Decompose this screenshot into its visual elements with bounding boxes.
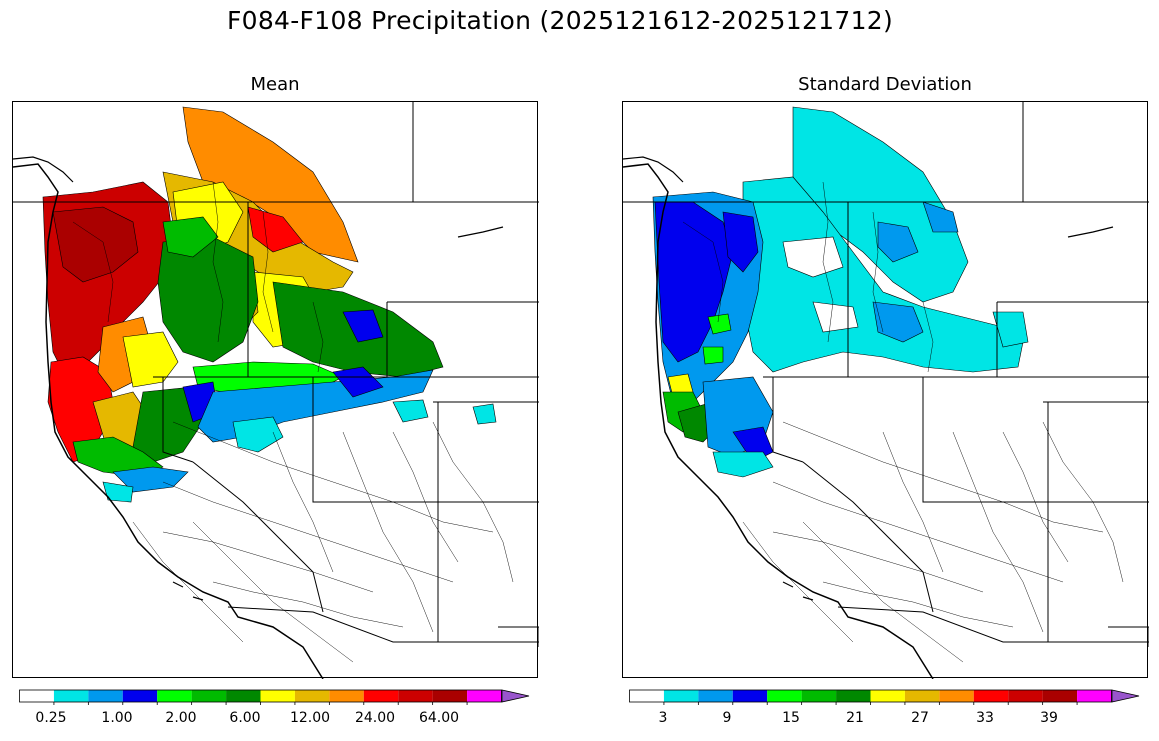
colorbar-cell — [1077, 690, 1112, 702]
colorbar-cell — [870, 690, 905, 702]
mean-colorbar-labels: 0.25 1.00 2.00 6.00 12.00 24.00 64.00 — [19, 710, 531, 730]
colorbar-cell — [836, 690, 871, 702]
mean-tick-label: 64.00 — [418, 710, 460, 726]
std-colorbar — [629, 689, 1140, 705]
mean-borders — [13, 102, 539, 647]
std-tick-label: 27 — [911, 710, 929, 726]
colorbar-cell — [329, 690, 364, 702]
std-map-svg — [623, 102, 1149, 679]
std-tick-label: 3 — [658, 710, 668, 726]
colorbar-cell — [398, 690, 433, 702]
colorbar-cell — [260, 690, 295, 702]
colorbar-cell — [294, 690, 330, 702]
mean-tick-label: 0.25 — [35, 710, 67, 726]
mean-map-svg — [13, 102, 539, 679]
std-island-lines — [623, 156, 1114, 601]
colorbar-cell — [1008, 690, 1043, 702]
std-colorbar-extend — [1111, 689, 1140, 703]
colorbar-cell — [801, 690, 837, 702]
colorbar-cell — [19, 690, 54, 702]
mean-coastline — [13, 163, 324, 679]
colorbar-cell — [53, 690, 89, 702]
std-coastline — [623, 163, 934, 679]
colorbar-cell — [732, 690, 768, 702]
colorbar-cell — [363, 690, 399, 702]
colorbar-cell — [88, 690, 123, 702]
std-basin-lines — [682, 181, 1124, 663]
std-colorbar-labels: 3 9 15 21 27 33 39 — [629, 710, 1141, 730]
std-tick-label: 21 — [846, 710, 864, 726]
mean-tick-label: 1.00 — [101, 710, 133, 726]
figure-title: F084-F108 Precipitation (2025121612-2025… — [226, 6, 894, 35]
mean-tick-label: 24.00 — [354, 710, 396, 726]
colorbar-cell — [122, 690, 158, 702]
std-panel-title: Standard Deviation — [798, 74, 972, 95]
mean-tick-label: 12.00 — [289, 710, 331, 726]
mean-colorbar-cells — [19, 690, 502, 705]
std-tick-label: 15 — [782, 710, 800, 726]
colorbar-cell — [698, 690, 733, 702]
std-borders — [623, 102, 1149, 647]
colorbar-cell — [191, 690, 227, 702]
mean-panel-title: Mean — [250, 74, 300, 95]
std-colorbar-cells — [629, 690, 1112, 705]
colorbar-cell — [157, 690, 192, 702]
std-basin-fills — [652, 106, 1029, 478]
colorbar-cell — [767, 690, 802, 702]
colorbar-cell — [939, 690, 974, 702]
std-tick-label: 9 — [722, 710, 732, 726]
mean-basin-lines — [72, 181, 514, 663]
mean-tick-label: 2.00 — [165, 710, 197, 726]
mean-colorbar — [19, 689, 530, 705]
std-map — [622, 101, 1149, 679]
colorbar-cell — [904, 690, 940, 702]
colorbar-cell — [432, 690, 468, 702]
mean-island-lines — [13, 156, 504, 601]
colorbar-cell — [1042, 690, 1078, 702]
mean-colorbar-extend — [501, 689, 530, 703]
colorbar-cell — [467, 690, 502, 702]
colorbar-cell — [226, 690, 261, 702]
mean-basin-fills — [42, 106, 497, 503]
std-tick-label: 39 — [1040, 710, 1058, 726]
colorbar-cell — [663, 690, 699, 702]
mean-map — [12, 101, 539, 679]
colorbar-cell — [629, 690, 664, 702]
std-tick-label: 33 — [976, 710, 994, 726]
mean-tick-label: 6.00 — [229, 710, 261, 726]
colorbar-cell — [973, 690, 1009, 702]
